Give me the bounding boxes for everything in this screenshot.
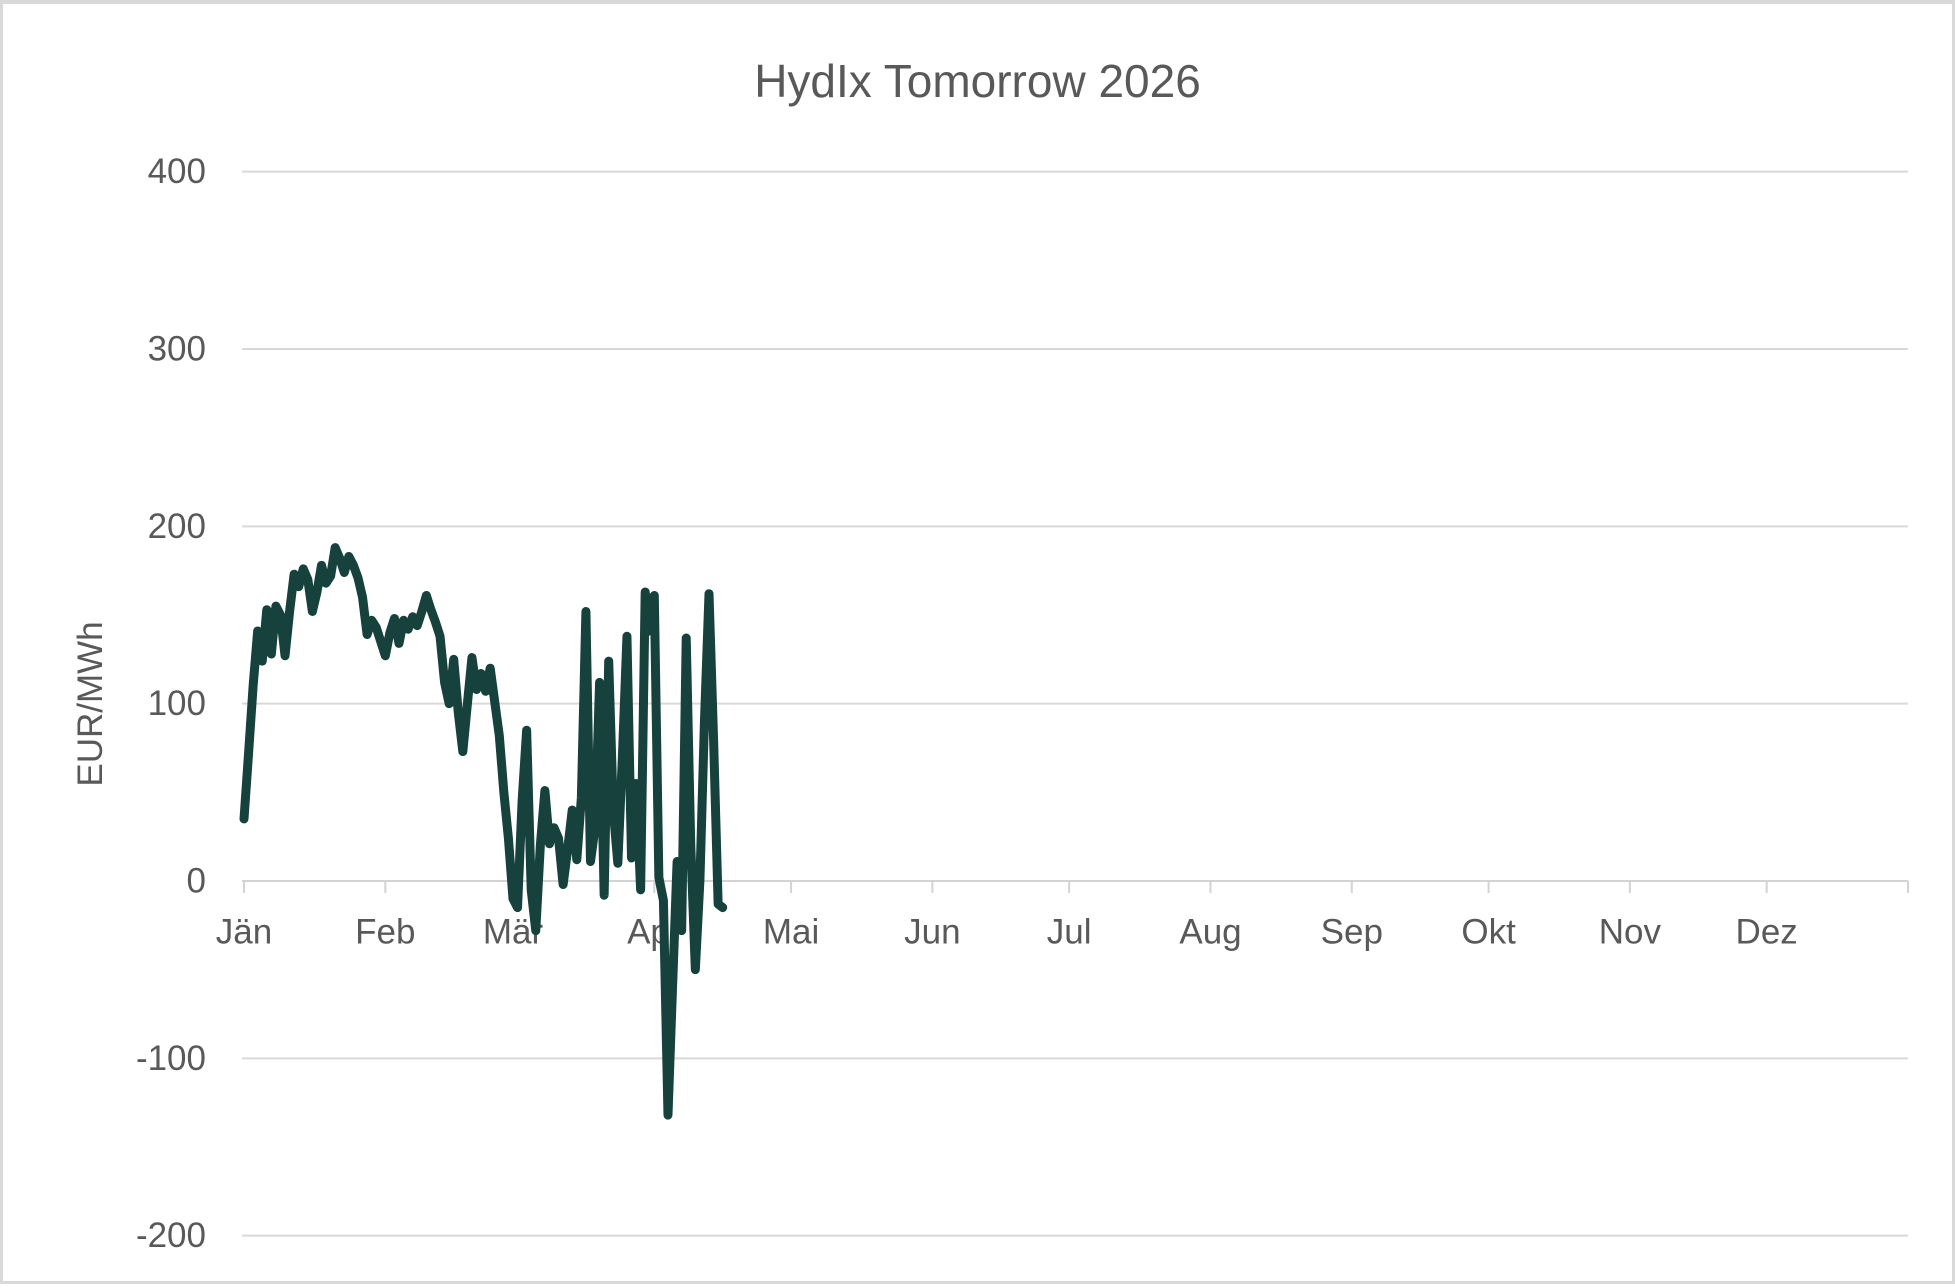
x-axis-tick-label: Feb (355, 913, 415, 952)
x-axis-tick-label: Nov (1599, 913, 1662, 952)
y-axis-tick-label: 0 (187, 862, 206, 901)
x-axis-tick-label: Jän (216, 913, 272, 952)
x-axis-tick-label: Sep (1321, 913, 1383, 952)
y-axis-tick-label: -100 (136, 1039, 206, 1078)
y-axis-tick-label: 400 (148, 152, 206, 191)
data-series-line (239, 543, 728, 1120)
y-axis-tick-label: 200 (148, 507, 206, 546)
x-axis-tick-label: Jun (904, 913, 960, 952)
y-axis-tick-label: 300 (148, 330, 206, 369)
x-axis-tick-label: Mai (763, 913, 819, 952)
x-axis-tick-label: Jul (1047, 913, 1092, 952)
x-axis-tick-label: Okt (1461, 913, 1516, 952)
y-axis-tick-label: 100 (148, 684, 206, 723)
x-axis-tick-label: Aug (1179, 913, 1241, 952)
chart-title: HydIx Tomorrow 2026 (754, 55, 1201, 107)
x-axis-tick-label: Dez (1736, 913, 1798, 952)
y-axis-tick-label: -200 (136, 1216, 206, 1255)
